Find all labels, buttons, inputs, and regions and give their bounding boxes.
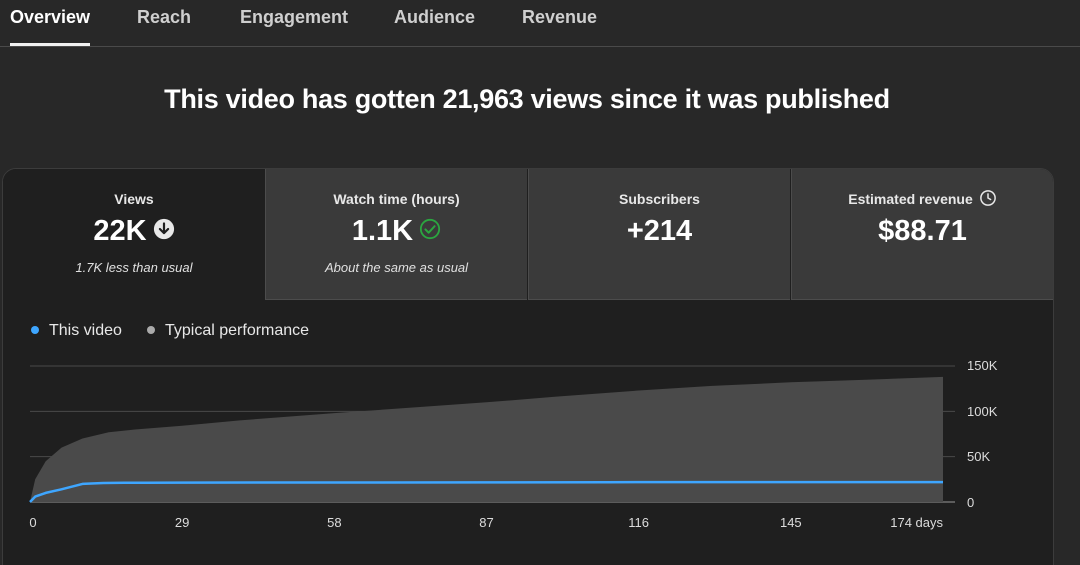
metric-subscribers[interactable]: Subscribers +214 [528,169,790,300]
metric-value: 1.1K [266,215,527,248]
tab-overview[interactable]: Overview [10,7,91,46]
typical-performance-area [30,376,943,502]
tab-engagement[interactable]: Engagement [240,7,349,27]
x-tick-label: 29 [175,515,189,530]
metric-views[interactable]: Views 22K 1.7K less than usual [3,169,265,300]
metric-label: Watch time (hours) [333,191,460,207]
x-tick-label: 87 [479,515,493,530]
metric-estimated-revenue[interactable]: Estimated revenue $88.71 [791,169,1053,300]
metric-value: +214 [626,215,693,247]
legend-dot-typical [147,326,155,334]
metric-note: 1.7K less than usual [75,260,193,275]
y-tick-label: 100K [967,404,998,419]
x-tick-label: 145 [780,515,802,530]
metric-value-text: 22K [93,215,147,247]
arrow-down-circle-icon [153,219,174,240]
y-tick-label: 150K [967,358,998,373]
metric-value: $88.71 [878,215,967,247]
tab-reach[interactable]: Reach [137,7,192,27]
x-tick-label: 58 [327,515,341,530]
clock-icon[interactable] [979,189,997,207]
y-tick-label: 0 [967,495,974,510]
legend-label: Typical performance [165,322,310,339]
metric-label: Subscribers [619,191,700,207]
x-tick-label: 174 days [890,515,943,530]
metric-label-text: Estimated revenue [848,191,973,207]
metric-note: About the same as usual [324,260,469,275]
legend-label: This video [49,322,122,339]
legend-dot-this-video [31,326,39,334]
tab-bar: Overview Reach Engagement Audience Reven… [0,0,1080,47]
check-circle-icon [420,219,441,240]
x-tick-label: 116 [628,515,649,530]
metric-label: Views [114,191,154,207]
metric-tabs: Views 22K 1.7K less than usual Watch tim… [3,169,1053,300]
tab-revenue[interactable]: Revenue [522,7,598,27]
metric-watch-time[interactable]: Watch time (hours) 1.1K About the same a… [265,169,527,300]
metric-value: 22K [3,215,265,248]
legend-this-video[interactable]: This video [31,322,122,340]
metric-label: Estimated revenue [792,189,1053,209]
x-tick-label: 0 [29,515,36,530]
legend-typical-performance[interactable]: Typical performance [147,322,309,340]
this-video-line [29,480,943,503]
tab-audience[interactable]: Audience [394,7,476,27]
page-title: This video has gotten 21,963 views since… [164,84,890,114]
y-tick-label: 50K [967,449,990,464]
metric-value-text: 1.1K [351,215,414,247]
